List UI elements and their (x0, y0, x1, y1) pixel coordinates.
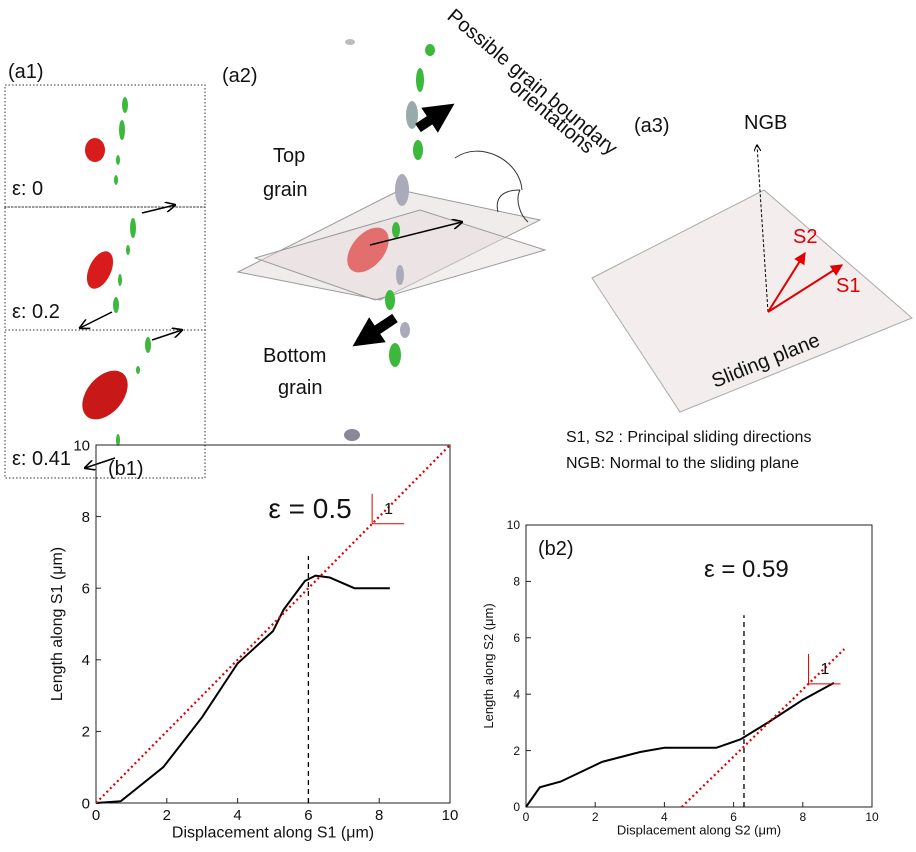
label: S1 (836, 275, 860, 297)
x-tick-label: 0 (523, 810, 530, 824)
arrow (757, 145, 769, 313)
strain-label: ε: 0.41 (12, 448, 71, 470)
plot-frame (525, 524, 873, 808)
slope-triangle (808, 653, 841, 685)
y-tick-label: 8 (82, 509, 90, 526)
strain-label: ε: 0.2 (12, 301, 60, 323)
y-tick-label: 10 (73, 437, 90, 454)
arrow (415, 103, 455, 133)
grain-blob (86, 251, 114, 289)
y-tick-label: 2 (82, 724, 90, 741)
y-tick-label: 4 (82, 652, 90, 669)
grain-blob (347, 227, 389, 273)
slope-label: 1 (821, 661, 830, 678)
arrow (352, 313, 398, 347)
label: S2 (793, 226, 817, 248)
arrow (141, 205, 175, 214)
grain-blob (82, 370, 128, 420)
panel-label: (a2) (222, 65, 258, 87)
panel-label: (a3) (634, 115, 670, 137)
label: Top (273, 145, 305, 167)
arrow (767, 264, 844, 313)
x-tick-label: 8 (799, 810, 806, 824)
y-tick-label: 0 (82, 795, 90, 812)
arrow (85, 457, 116, 468)
label: NGB (744, 112, 787, 134)
plane (253, 209, 547, 301)
data-line (525, 682, 835, 808)
x-tick-label: 8 (375, 807, 383, 824)
x-tick-label: 10 (865, 810, 879, 824)
y-axis-label: Length along S1 (μm) (49, 547, 66, 701)
label: Bottom (263, 345, 326, 367)
particles (113, 97, 151, 446)
plane (236, 189, 542, 301)
panel-label: (b1) (108, 458, 144, 480)
y-tick-label: 8 (513, 575, 520, 589)
x-tick-label: 4 (233, 807, 241, 824)
data-line (95, 574, 390, 804)
caption: S1, S2 : Principal sliding directions (566, 429, 811, 446)
plane (591, 189, 913, 413)
y-tick-label: 10 (507, 518, 521, 532)
x-tick-label: 6 (730, 810, 737, 824)
y-tick-label: 6 (82, 580, 90, 597)
panel-a3: (a3) NGB S2 S1 Sliding plane S1, S2 : Pr… (566, 112, 913, 472)
slope-triangle (371, 493, 405, 525)
arrow (767, 251, 806, 313)
x-axis-label: Displacement along S1 (μm) (172, 825, 374, 842)
y-tick-label: 2 (513, 744, 520, 758)
brace (454, 150, 529, 223)
frame (4, 329, 206, 479)
caption: NGB: Normal to the sliding plane (566, 455, 799, 472)
x-tick-label: 6 (304, 807, 312, 824)
arrow (151, 330, 182, 341)
label: grain (278, 377, 322, 399)
note: Possible grain boundary (443, 5, 622, 160)
x-tick-label: 2 (163, 807, 171, 824)
x-tick-label: 4 (661, 810, 668, 824)
strain-label: ε: 0 (12, 178, 43, 200)
plot-frame (95, 444, 451, 804)
grain-blob (85, 138, 105, 162)
particles (344, 39, 435, 441)
panel-a2: (a2) Top grain Bottom grain Possible gra… (222, 5, 621, 441)
arrow (80, 311, 113, 328)
x-axis-label: Displacement along S2 (μm) (617, 823, 781, 838)
panel-label: (b2) (538, 538, 574, 560)
y-tick-label: 6 (513, 631, 520, 645)
panel-label: (a1) (8, 61, 44, 83)
y-tick-label: 0 (513, 800, 520, 814)
y-axis-label: Length along S2 (μm) (481, 603, 496, 728)
y-tick-label: 4 (513, 687, 520, 701)
annotation: ε = 0.59 (704, 556, 789, 583)
arrow (369, 222, 462, 246)
label: grain (263, 179, 307, 201)
frame (4, 206, 206, 331)
data-line (95, 444, 451, 804)
panel-a1: (a1) ε: 0 ε: 0.2 ε: 0.41 (4, 61, 206, 479)
x-tick-label: 0 (92, 807, 100, 824)
x-tick-label: 10 (442, 807, 459, 824)
annotation: ε = 0.5 (268, 493, 351, 524)
x-tick-label: 2 (592, 810, 599, 824)
slope-label: 1 (384, 501, 393, 518)
